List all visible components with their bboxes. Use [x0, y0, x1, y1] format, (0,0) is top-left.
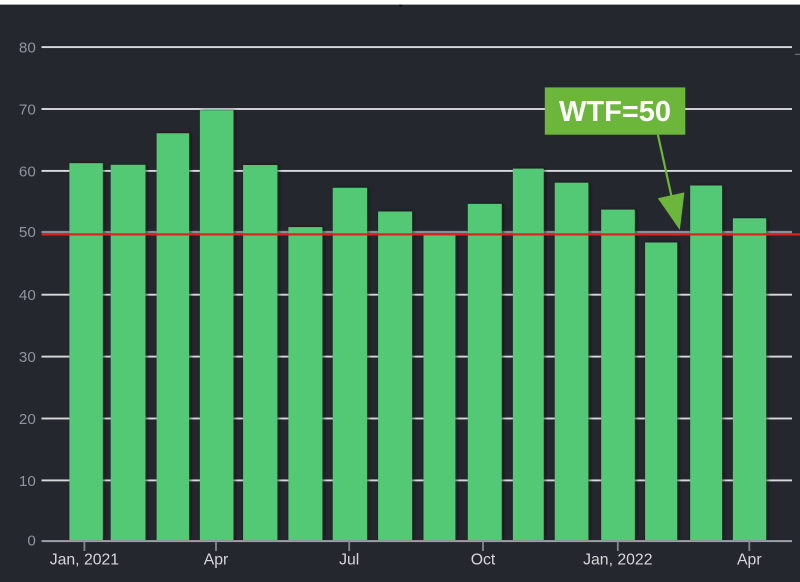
svg-text:Apr: Apr	[204, 551, 229, 568]
svg-text:0: 0	[27, 533, 35, 550]
svg-text:20: 20	[19, 411, 36, 428]
svg-text:Jan, 2021: Jan, 2021	[50, 551, 120, 568]
svg-text:60: 60	[19, 163, 36, 180]
svg-text:WTF=50: WTF=50	[559, 96, 671, 128]
svg-text:80: 80	[19, 40, 36, 57]
svg-text:40: 40	[19, 287, 36, 304]
svg-text:Jan, 2022: Jan, 2022	[583, 551, 652, 568]
svg-text:50: 50	[19, 224, 36, 241]
svg-text:Jul: Jul	[339, 551, 359, 568]
svg-text:Oct: Oct	[471, 551, 496, 568]
svg-text:70: 70	[19, 101, 36, 118]
svg-text:Apr: Apr	[737, 551, 762, 568]
svg-text:30: 30	[19, 349, 36, 366]
svg-text:10: 10	[19, 473, 36, 490]
